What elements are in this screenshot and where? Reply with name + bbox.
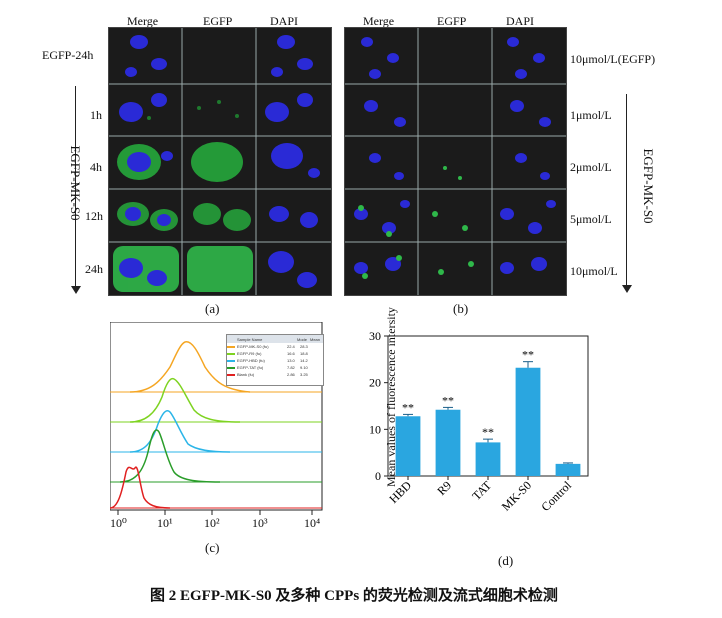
x-tick-label: MK-S0 bbox=[499, 478, 534, 513]
x-tick-label: HBD bbox=[386, 478, 414, 506]
row-label-10umol-egfp: 10μmol/L(EGFP) bbox=[570, 52, 656, 66]
significance-label: ** bbox=[442, 393, 454, 407]
y-tick-label: 0 bbox=[375, 469, 381, 483]
row-label-12h: 12h bbox=[85, 209, 103, 223]
x-tick-label: TAT bbox=[469, 478, 494, 503]
arrow-head-icon bbox=[71, 286, 81, 294]
bar-chart: 0 10 20 30 ** HBD ** R9 ** TAT ** MK-S0 Control bbox=[369, 329, 589, 514]
side-label-b: EGFP-MK-S0 bbox=[641, 148, 656, 224]
col-header-egfp: EGFP bbox=[203, 14, 233, 28]
caption-a: (a) bbox=[205, 301, 220, 316]
flow-legend: Sample Name Mode Mean EGFP-MK-S0 (fu) 22.… bbox=[226, 334, 324, 386]
row-label-5umol: 5μmol/L bbox=[570, 212, 612, 226]
legend-swatch bbox=[227, 359, 235, 362]
figure-title: 图 2 EGFP-MK-S0 及多种 CPPs 的荧光检测及流式细胞术检测 bbox=[150, 588, 558, 604]
col-header-dapi: DAPI bbox=[270, 14, 299, 28]
caption-b: (b) bbox=[453, 301, 469, 316]
col-header-dapi-b: DAPI bbox=[506, 14, 535, 28]
micrograph-grid-a bbox=[108, 27, 332, 296]
micrograph-grid-b bbox=[344, 27, 567, 296]
y-tick-label: 20 bbox=[369, 376, 381, 390]
row-label-4h: 4h bbox=[90, 160, 102, 174]
row-label-10umol: 10μmol/L bbox=[570, 264, 618, 278]
col-header-merge: Merge bbox=[127, 14, 159, 28]
significance-label: ** bbox=[522, 348, 534, 362]
row-label-2umol: 2μmol/L bbox=[570, 160, 612, 174]
bar bbox=[515, 367, 541, 476]
legend-mode: 13.0 bbox=[287, 358, 295, 363]
bar bbox=[435, 409, 461, 476]
y-tick-label: 30 bbox=[369, 329, 381, 343]
arrow-line-b bbox=[626, 94, 627, 290]
row-label-1umol: 1μmol/L bbox=[570, 108, 612, 122]
legend-mean: 14.2 bbox=[300, 358, 308, 363]
y-tick-label: 10 bbox=[369, 422, 381, 436]
side-label-a: EGFP-MK-S0 bbox=[68, 145, 83, 221]
bar bbox=[395, 416, 421, 476]
significance-label: ** bbox=[482, 425, 494, 439]
legend-name: EGFP-R9 (fu) bbox=[237, 351, 262, 356]
x-tick-label: Control bbox=[538, 478, 574, 514]
row-label-1h: 1h bbox=[90, 108, 102, 122]
legend-mean: 3.25 bbox=[300, 372, 308, 377]
x-tick-4: 10⁴ bbox=[304, 516, 321, 530]
flow-histogram bbox=[110, 322, 323, 515]
legend-mode: 2.86 bbox=[287, 372, 295, 377]
legend-mean: 28.3 bbox=[300, 344, 308, 349]
legend-mode: 22.4 bbox=[287, 344, 295, 349]
legend-swatch bbox=[227, 352, 235, 355]
bar bbox=[555, 463, 581, 476]
legend-name: EGFP-HBD (fu) bbox=[237, 358, 265, 363]
legend-name: Blank (fu) bbox=[237, 372, 255, 377]
legend-name: EGFP-TAT (fu) bbox=[237, 365, 264, 370]
legend-name: EGFP-MK-S0 (fu) bbox=[237, 344, 269, 349]
legend-swatch bbox=[227, 373, 235, 376]
col-header-merge-b: Merge bbox=[363, 14, 395, 28]
legend-row: EGFP-TAT (fu) 7.82 9.10 bbox=[227, 364, 323, 371]
legend-row: Blank (fu) 2.86 3.25 bbox=[227, 371, 323, 378]
caption-c: (c) bbox=[205, 540, 220, 555]
legend-row: EGFP-MK-S0 (fu) 22.4 28.3 bbox=[227, 343, 323, 350]
legend-mean: 9.10 bbox=[300, 365, 308, 370]
legend-mode: 7.82 bbox=[287, 365, 295, 370]
row-label-24h: 24h bbox=[85, 262, 103, 276]
caption-d: (d) bbox=[498, 553, 514, 568]
x-tick-label: R9 bbox=[434, 478, 454, 498]
legend-swatch bbox=[227, 345, 235, 348]
legend-swatch bbox=[227, 366, 235, 369]
row-label-egfp-24h: EGFP-24h bbox=[42, 48, 94, 62]
legend-header-name: Sample Name bbox=[237, 336, 263, 342]
arrow-head-icon-b bbox=[622, 285, 632, 293]
arrow-line bbox=[75, 86, 76, 291]
x-tick-2: 10² bbox=[204, 516, 220, 530]
significance-label: ** bbox=[402, 400, 414, 414]
legend-header-mode: Mode bbox=[297, 336, 308, 342]
legend-row: EGFP-R9 (fu) 16.6 18.8 bbox=[227, 350, 323, 357]
x-tick-3: 10³ bbox=[252, 516, 268, 530]
legend-mean: 18.8 bbox=[300, 351, 308, 356]
x-tick-1: 10¹ bbox=[157, 516, 173, 530]
col-header-egfp-b: EGFP bbox=[437, 14, 467, 28]
x-tick-0: 10⁰ bbox=[110, 516, 127, 530]
legend-mode: 16.6 bbox=[287, 351, 295, 356]
legend-header-mean: Mean bbox=[310, 336, 321, 342]
bar bbox=[475, 442, 501, 476]
legend-row: EGFP-HBD (fu) 13.0 14.2 bbox=[227, 357, 323, 364]
